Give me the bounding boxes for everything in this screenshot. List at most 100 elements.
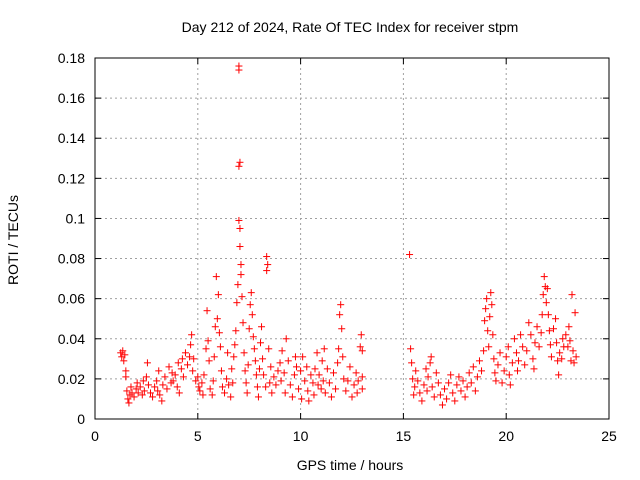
- data-point: [259, 355, 267, 363]
- y-tick-label: 0.12: [58, 170, 85, 186]
- data-point: [490, 355, 498, 363]
- data-point: [463, 383, 471, 391]
- data-point: [307, 371, 315, 379]
- data-point: [246, 301, 254, 309]
- data-point: [428, 383, 436, 391]
- data-point: [436, 391, 444, 399]
- x-tick-label: 10: [293, 428, 309, 444]
- data-point: [564, 343, 572, 351]
- data-point: [276, 359, 284, 367]
- data-point: [514, 367, 522, 375]
- data-point: [505, 371, 513, 379]
- data-point: [121, 351, 129, 359]
- grid-lines: [95, 58, 609, 419]
- y-tick-label: 0.14: [58, 130, 85, 146]
- data-point: [529, 355, 537, 363]
- data-point: [453, 381, 461, 389]
- data-point: [192, 377, 200, 385]
- data-point: [422, 365, 430, 373]
- data-point: [260, 371, 268, 379]
- data-point: [336, 311, 344, 319]
- data-point: [258, 323, 266, 331]
- data-point: [151, 383, 159, 391]
- data-point: [272, 381, 280, 389]
- data-point: [119, 347, 127, 355]
- data-point: [542, 299, 550, 307]
- data-point: [488, 301, 496, 309]
- data-point: [125, 399, 133, 407]
- data-point: [178, 355, 186, 363]
- data-point: [315, 371, 323, 379]
- data-point: [553, 339, 561, 347]
- data-point: [158, 397, 166, 405]
- data-point: [242, 379, 250, 387]
- data-point: [408, 359, 416, 367]
- data-point: [165, 363, 173, 371]
- data-point: [332, 385, 340, 393]
- data-point: [478, 367, 486, 375]
- data-point: [262, 383, 270, 391]
- data-point: [357, 331, 365, 339]
- data-point: [323, 365, 331, 373]
- data-point: [249, 333, 257, 341]
- data-point: [303, 363, 311, 371]
- data-point: [483, 295, 491, 303]
- data-point: [335, 345, 343, 353]
- y-tick-label: 0.08: [58, 251, 85, 267]
- y-tick-label: 0.02: [58, 371, 85, 387]
- data-point: [122, 367, 130, 375]
- data-point: [208, 391, 216, 399]
- data-point: [568, 291, 576, 299]
- data-point: [205, 357, 213, 365]
- y-tick-label: 0.06: [58, 291, 85, 307]
- data-point: [424, 373, 432, 381]
- data-point: [556, 349, 564, 357]
- data-point: [253, 383, 261, 391]
- data-point: [179, 373, 187, 381]
- data-point: [171, 371, 179, 379]
- data-point: [407, 345, 415, 353]
- data-point: [358, 385, 366, 393]
- data-point: [544, 311, 552, 319]
- data-point: [523, 347, 531, 355]
- data-point: [558, 355, 566, 363]
- data-point: [245, 325, 253, 333]
- data-point: [409, 375, 417, 383]
- data-point: [230, 353, 238, 361]
- data-point: [239, 319, 247, 327]
- data-point: [134, 389, 142, 397]
- data-point: [235, 216, 243, 224]
- data-point: [161, 373, 169, 381]
- data-point: [537, 329, 545, 337]
- data-point: [237, 261, 245, 269]
- x-tick-label: 15: [396, 428, 412, 444]
- data-point: [410, 391, 418, 399]
- x-tick-label: 25: [601, 428, 617, 444]
- data-point: [281, 389, 289, 397]
- data-point: [414, 377, 422, 385]
- data-point: [174, 359, 182, 367]
- data-point: [480, 347, 488, 355]
- data-point: [232, 327, 240, 335]
- data-point: [543, 285, 551, 293]
- data-point: [195, 383, 203, 391]
- data-point: [237, 271, 245, 279]
- data-point: [244, 361, 252, 369]
- data-point: [266, 379, 274, 387]
- data-point: [188, 331, 196, 339]
- data-point: [411, 383, 419, 391]
- data-point: [198, 379, 206, 387]
- data-point: [565, 323, 573, 331]
- data-point: [329, 369, 337, 377]
- data-point: [494, 361, 502, 369]
- data-point: [301, 377, 309, 385]
- data-point: [206, 385, 214, 393]
- data-point: [187, 341, 195, 349]
- data-point: [498, 379, 506, 387]
- data-point: [138, 391, 146, 399]
- data-point: [184, 361, 192, 369]
- data-point: [143, 359, 151, 367]
- data-point: [473, 373, 481, 381]
- data-point: [484, 327, 492, 335]
- data-point: [354, 377, 362, 385]
